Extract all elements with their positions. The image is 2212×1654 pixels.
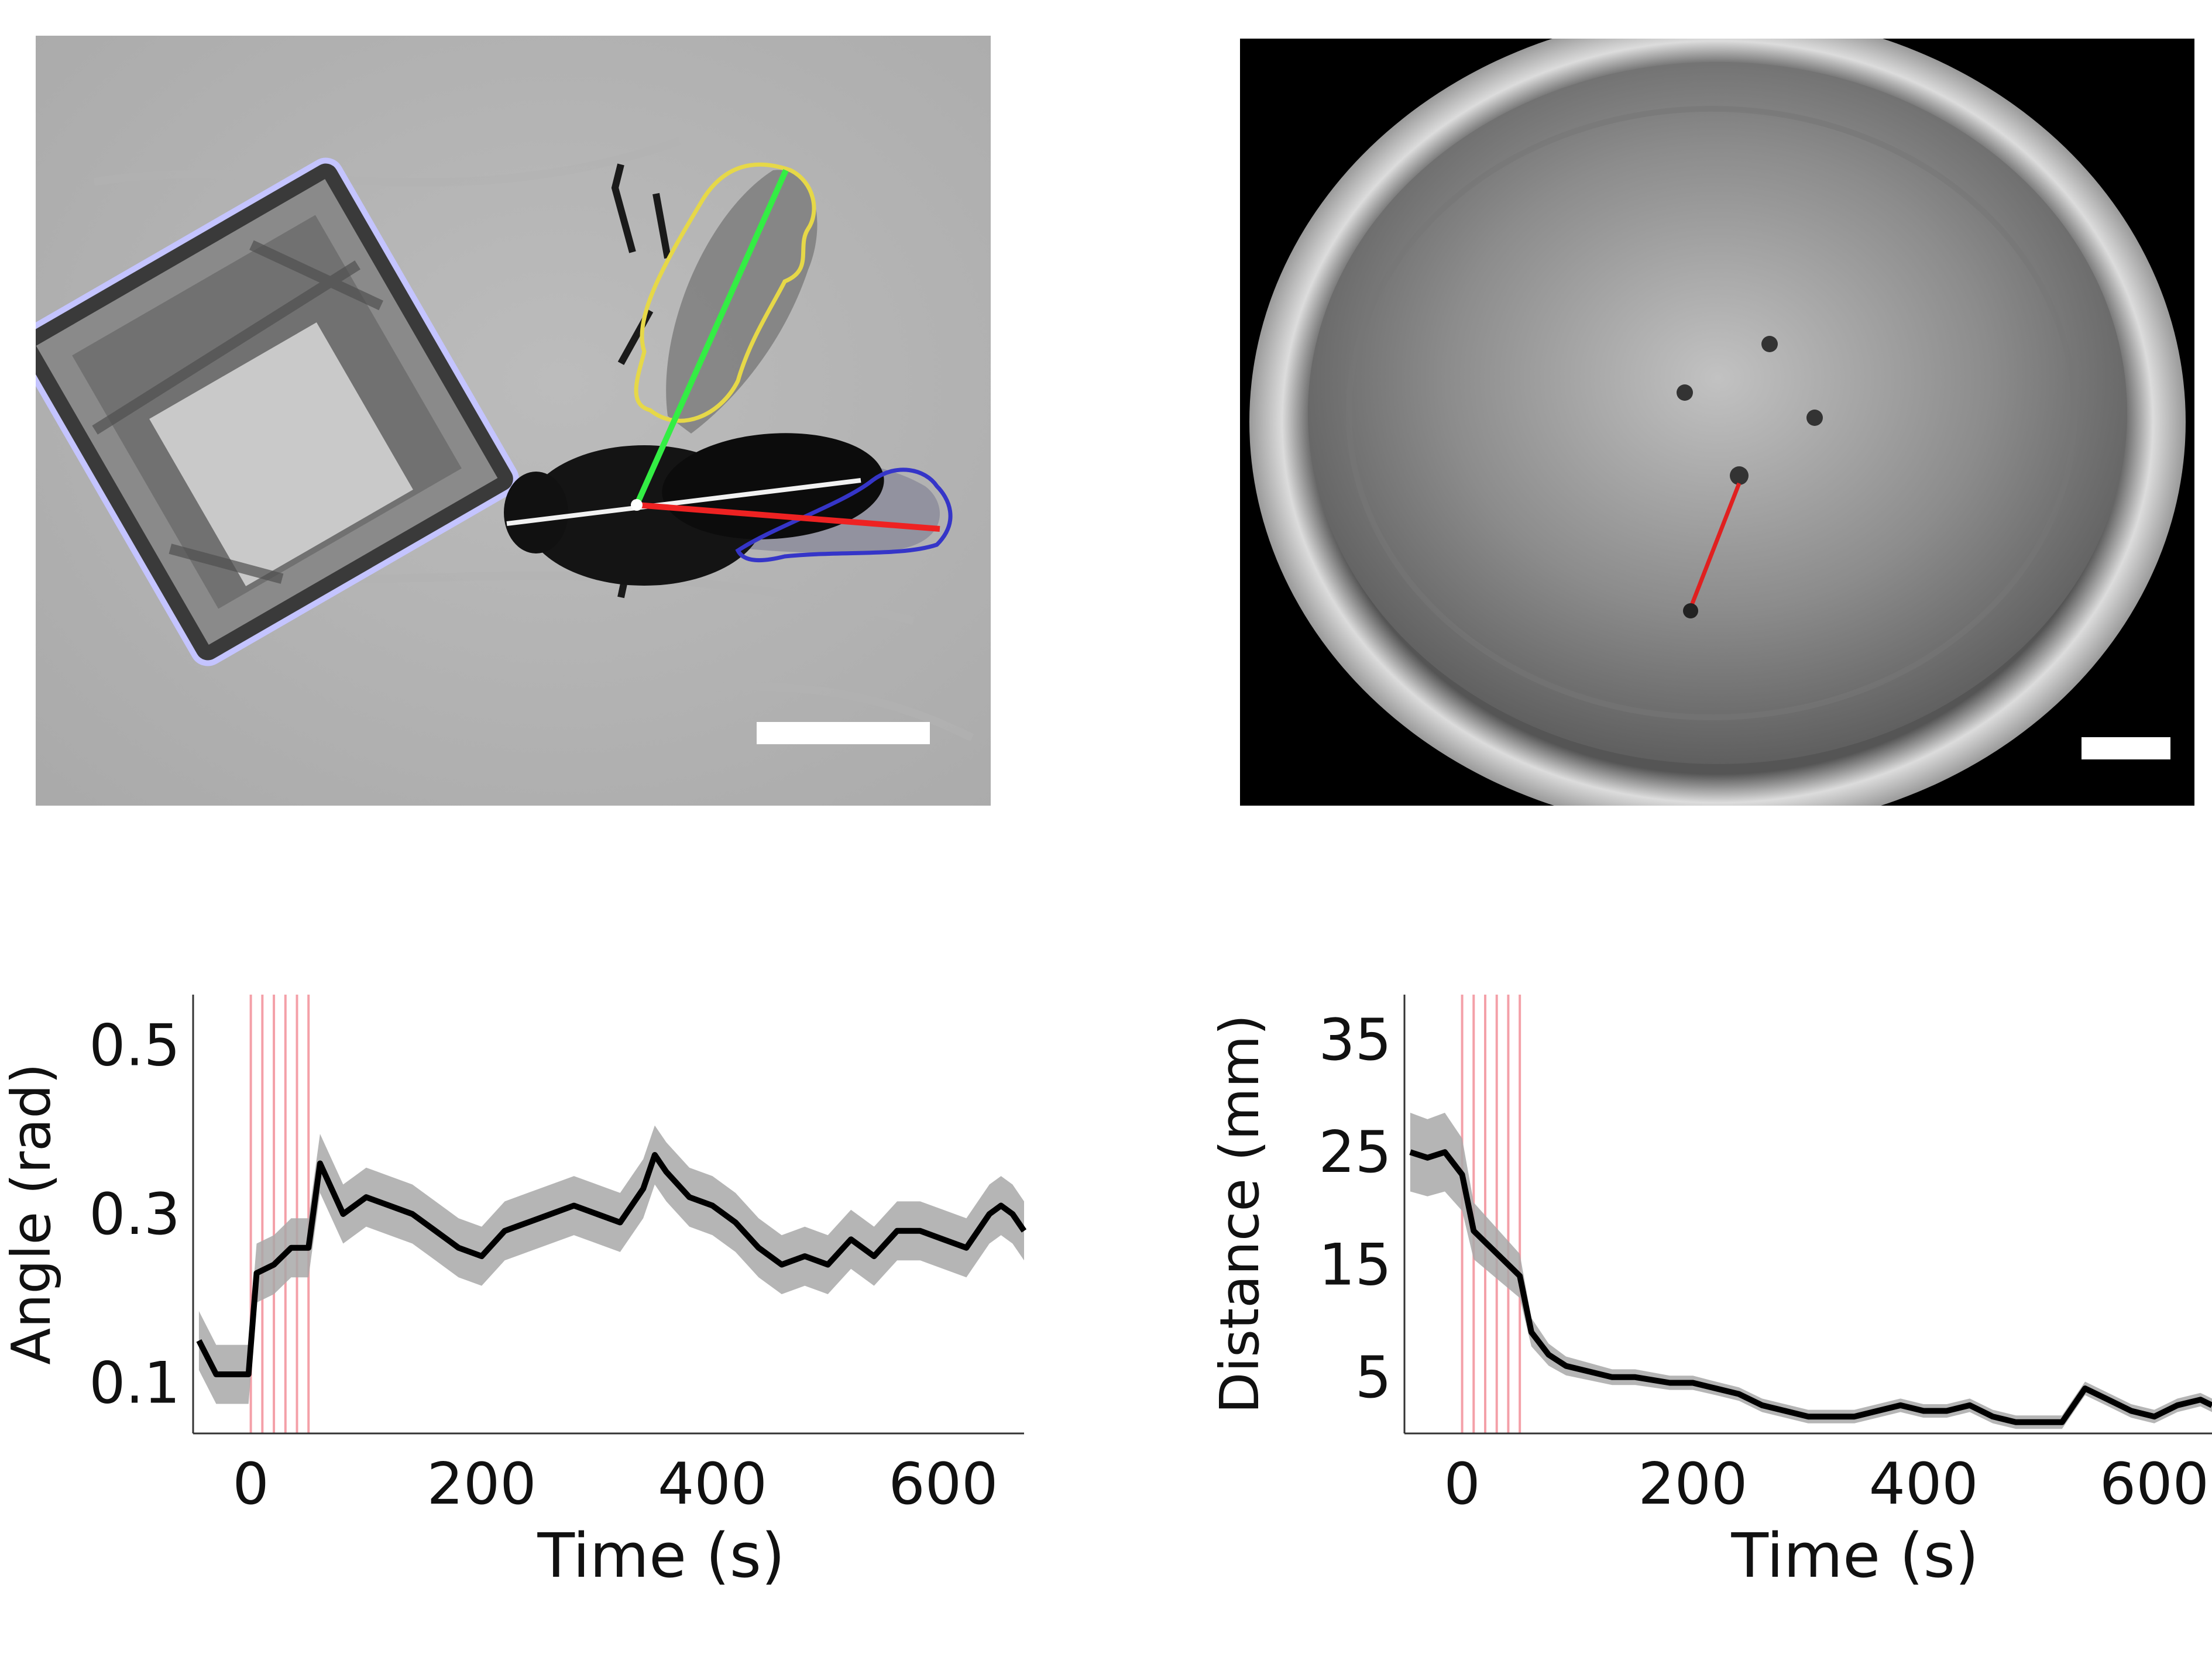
y-tick-label-2: 25	[1318, 1119, 1392, 1186]
fly-to-patch-distance-line	[1688, 482, 1742, 609]
scale-bar	[757, 722, 930, 744]
fly-position	[1683, 603, 1698, 618]
y-tick-labels: 5 15 25 35	[1318, 1007, 1392, 1411]
right-wing-contour	[735, 467, 953, 563]
arena-floor	[1308, 62, 2127, 764]
x-tick-label-2: 400	[658, 1451, 767, 1518]
y-tick-label-0: 5	[1355, 1344, 1392, 1411]
y-tick-labels: 0.1 0.3 0.5	[89, 1013, 180, 1417]
fly-left-wing-membrane	[666, 170, 818, 434]
fly-head	[504, 472, 568, 553]
stimulus-markers	[249, 995, 310, 1433]
arena-inner-ring	[1346, 106, 2077, 720]
body-axis-line	[506, 478, 861, 526]
food-patch-marker	[1677, 384, 1693, 401]
food-patch-marker	[1761, 336, 1778, 352]
x-axis-label: Time (s)	[1731, 1520, 1979, 1591]
fly-leg	[611, 163, 711, 599]
right-wing-angle-line	[636, 502, 940, 532]
wing-angle-chart: 0.1 0.3 0.5 0 200 400 600 Time (s) Angle (rad…	[0, 995, 1027, 1591]
food-patch	[36, 157, 519, 666]
y-tick-label-1: 0.3	[89, 1181, 180, 1248]
x-tick-label-3: 600	[888, 1451, 998, 1518]
x-tick-labels: 0 200 400 600	[1444, 1451, 2209, 1518]
angle-mean-trace	[196, 1152, 1027, 1377]
arena-tracking-photo	[1240, 39, 2194, 806]
distance-sem-band	[1410, 1112, 2212, 1429]
x-tick-labels: 0 200 400 600	[232, 1451, 998, 1518]
fly-wing-tracking-photo	[36, 36, 991, 806]
angle-sem-band	[198, 1125, 1024, 1404]
x-tick-label-3: 600	[2100, 1451, 2209, 1518]
x-tick-label-1: 200	[427, 1451, 537, 1518]
y-axis-label: Angle (rad)	[0, 1063, 63, 1364]
y-axis-label: Distance (mm)	[1208, 1015, 1271, 1414]
distance-mean-trace	[1409, 1149, 2212, 1425]
distance-chart: 5 15 25 35 0 200 400 600 Time (s) Distance (mm…	[1208, 995, 2212, 1591]
x-tick-label-0: 0	[1444, 1451, 1480, 1518]
food-patch-marker	[1806, 410, 1823, 426]
x-tick-label-2: 400	[1869, 1451, 1979, 1518]
y-tick-label-0: 0.1	[89, 1350, 180, 1416]
wing-hinge-point	[631, 499, 643, 511]
food-patch-marker	[1730, 466, 1749, 485]
scale-bar	[2082, 737, 2170, 759]
x-tick-label-0: 0	[232, 1451, 269, 1518]
y-tick-label-1: 15	[1318, 1232, 1392, 1299]
x-tick-label-1: 200	[1638, 1451, 1747, 1518]
y-tick-label-3: 35	[1318, 1007, 1392, 1074]
y-tick-label-2: 0.5	[89, 1013, 180, 1079]
left-wing-axis-line	[634, 169, 789, 507]
x-axis-label: Time (s)	[537, 1520, 785, 1591]
